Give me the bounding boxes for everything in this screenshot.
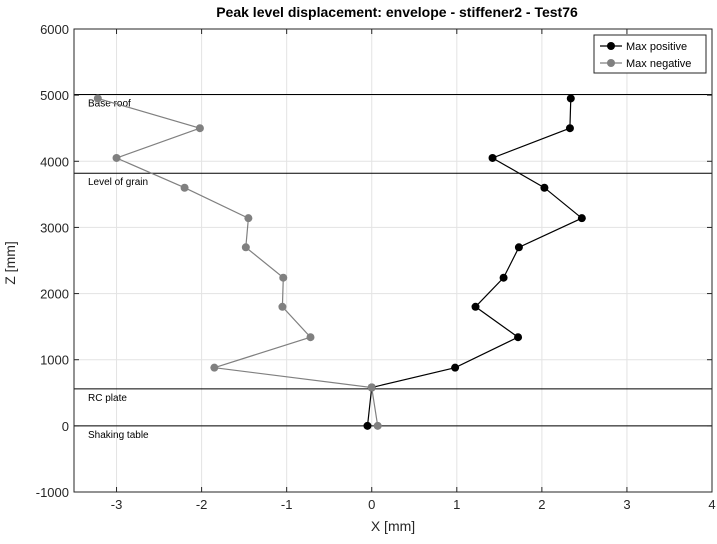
legend-box — [593, 34, 707, 74]
legend-marker-0 — [607, 42, 615, 50]
series-0-point-0 — [363, 421, 372, 430]
legend-marker-1 — [607, 59, 615, 67]
x-axis-label: X [mm] — [371, 518, 415, 534]
y-axis-label: Z [mm] — [2, 241, 18, 285]
series-0-point-9 — [488, 153, 497, 162]
reference-label-0: Shaking table — [88, 430, 149, 441]
series-0-point-2 — [451, 363, 460, 372]
series-0-point-3 — [514, 333, 523, 342]
x-tick-label-0: -3 — [111, 497, 123, 512]
x-tick-label-2: -1 — [281, 497, 293, 512]
series-1-point-6 — [241, 243, 250, 252]
series-0-point-6 — [514, 243, 523, 252]
plot-background — [74, 29, 712, 492]
series-1-point-3 — [306, 333, 315, 342]
series-1-point-5 — [279, 273, 288, 282]
series-1-point-9 — [112, 153, 121, 162]
series-0-point-10 — [565, 124, 574, 133]
y-tick-label-6: 5000 — [40, 88, 69, 103]
y-tick-label-7: 6000 — [40, 22, 69, 37]
x-tick-label-7: 4 — [708, 497, 715, 512]
y-tick-label-0: -1000 — [36, 485, 69, 500]
axes-box — [73, 28, 713, 493]
x-tick-label-3: 0 — [368, 497, 375, 512]
y-tick-label-1: 0 — [62, 419, 69, 434]
series-0-point-8 — [540, 183, 549, 192]
series-1-point-11 — [93, 94, 102, 103]
series-1-point-0 — [373, 421, 382, 430]
series-0-point-5 — [499, 273, 508, 282]
series-1-point-8 — [180, 183, 189, 192]
x-tick-label-4: 1 — [453, 497, 460, 512]
y-tick-label-3: 2000 — [40, 287, 69, 302]
series-1-point-7 — [244, 214, 253, 223]
series-1-point-2 — [210, 363, 219, 372]
legend-label-1: Max negative — [626, 58, 691, 70]
series-1-point-4 — [278, 302, 287, 311]
series-1-point-10 — [195, 124, 204, 133]
y-tick-label-2: 1000 — [40, 353, 69, 368]
series-0-point-4 — [471, 302, 480, 311]
plot-area: Shaking table RC plate Level of grain Base … — [73, 28, 713, 493]
reference-label-3: Base roof — [88, 98, 131, 109]
y-tick-label-5: 4000 — [40, 154, 69, 169]
chart-title: Peak level displacement: envelope - stif… — [216, 4, 578, 20]
legend-label-0: Max positive — [626, 41, 687, 53]
series-0-point-7 — [577, 214, 586, 223]
reference-label-1: RC plate — [88, 393, 127, 404]
series-line-1 — [97, 97, 379, 426]
y-tick-label-4: 3000 — [40, 220, 69, 235]
x-tick-label-5: 2 — [538, 497, 545, 512]
series-line-0 — [366, 98, 583, 426]
x-tick-label-1: -2 — [196, 497, 208, 512]
reference-label-2: Level of grain — [88, 177, 148, 188]
series-1-point-1 — [367, 383, 376, 392]
series-0-point-11 — [566, 94, 575, 103]
x-tick-label-6: 3 — [623, 497, 630, 512]
